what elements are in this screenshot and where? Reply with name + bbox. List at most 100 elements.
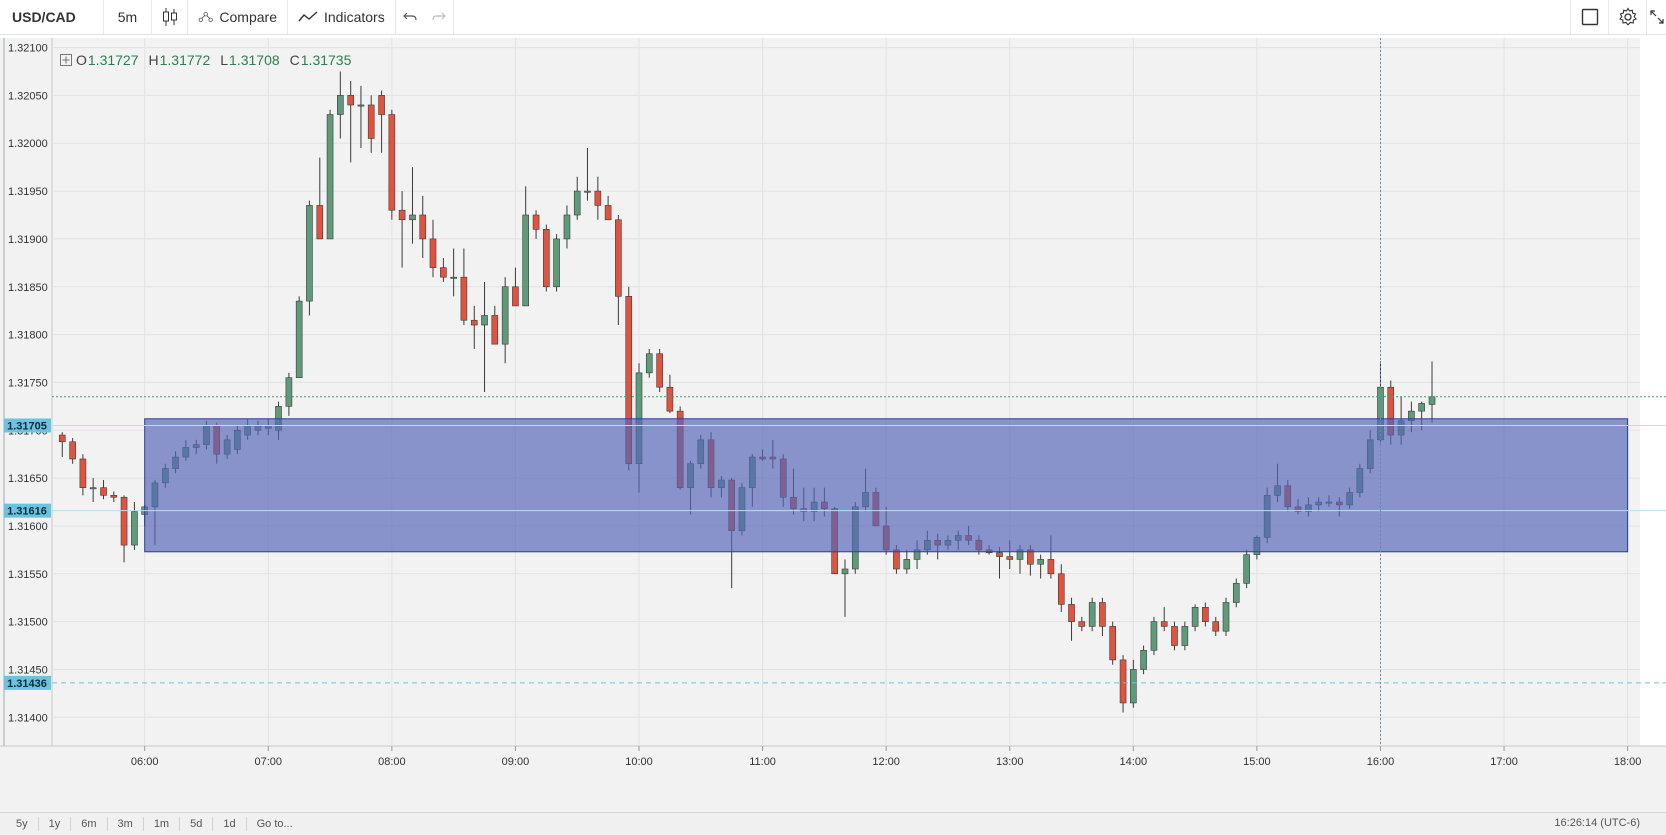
- candle[interactable]: [645, 348, 653, 378]
- candle[interactable]: [398, 191, 406, 268]
- range-button-1m[interactable]: 1m: [144, 817, 181, 831]
- candle[interactable]: [1160, 607, 1168, 632]
- candle-body-up: [1140, 650, 1147, 670]
- candle[interactable]: [903, 549, 911, 574]
- candle[interactable]: [429, 219, 437, 278]
- candle-body-down: [388, 114, 396, 211]
- candle[interactable]: [460, 248, 468, 326]
- candle[interactable]: [501, 277, 509, 364]
- interval-selector[interactable]: 5m: [104, 0, 152, 34]
- candle[interactable]: [553, 234, 560, 292]
- candle[interactable]: [285, 372, 293, 416]
- candle[interactable]: [1068, 597, 1075, 641]
- candle[interactable]: [388, 109, 396, 220]
- candle[interactable]: [1088, 597, 1096, 632]
- candle[interactable]: [347, 81, 354, 163]
- candle[interactable]: [58, 432, 66, 458]
- candle[interactable]: [367, 95, 375, 153]
- candle[interactable]: [481, 281, 488, 392]
- candle[interactable]: [337, 71, 344, 139]
- candle[interactable]: [450, 248, 457, 297]
- range-button-1d[interactable]: 1d: [213, 817, 247, 831]
- price-chart[interactable]: 1.32100 1.32050 1.32000 1.31950 1.31900 1.318…: [0, 38, 1666, 812]
- candle[interactable]: [1140, 645, 1147, 675]
- undo-icon: [403, 12, 417, 21]
- undo-button[interactable]: [396, 0, 424, 34]
- candle[interactable]: [69, 437, 76, 464]
- candle[interactable]: [532, 210, 540, 239]
- candle[interactable]: [1191, 604, 1199, 632]
- ohlc-legend: O1.31727 H1.31772 L1.31708 C1.31735: [60, 52, 361, 68]
- bottom-bar: 5y 1y 6m 3m 1m 5d 1d Go to... 16:26:14 (UTC-6): [0, 812, 1666, 835]
- candle-body-down: [1171, 626, 1178, 646]
- candle[interactable]: [841, 559, 849, 617]
- candle[interactable]: [1212, 616, 1220, 636]
- candle[interactable]: [306, 200, 313, 316]
- support-resistance-zone[interactable]: [144, 418, 1629, 553]
- candle[interactable]: [1222, 597, 1230, 636]
- candle[interactable]: [563, 205, 571, 249]
- range-button-5y[interactable]: 5y: [6, 817, 39, 831]
- candle[interactable]: [1037, 554, 1044, 579]
- candle[interactable]: [1057, 564, 1065, 613]
- candle[interactable]: [1109, 621, 1116, 665]
- goto-button[interactable]: Go to...: [256, 818, 293, 830]
- candle[interactable]: [1099, 597, 1106, 636]
- plus-box-icon[interactable]: [60, 54, 72, 66]
- range-button-1y[interactable]: 1y: [39, 817, 72, 831]
- candle[interactable]: [604, 195, 612, 221]
- candle[interactable]: [512, 267, 519, 307]
- candle[interactable]: [316, 157, 324, 240]
- redo-button[interactable]: [424, 0, 454, 34]
- candle[interactable]: [440, 258, 447, 282]
- candle[interactable]: [615, 215, 622, 326]
- candle[interactable]: [100, 480, 107, 500]
- candle-body-down: [1212, 621, 1220, 632]
- candle[interactable]: [295, 296, 303, 378]
- candle[interactable]: [120, 495, 128, 563]
- candle[interactable]: [326, 109, 334, 240]
- candle[interactable]: [357, 85, 365, 149]
- candle[interactable]: [584, 148, 591, 201]
- candle[interactable]: [110, 491, 118, 503]
- candle[interactable]: [573, 176, 581, 220]
- chart-area[interactable]: 1.32100 1.32050 1.32000 1.31950 1.31900 1.318…: [0, 38, 1666, 812]
- candle[interactable]: [656, 348, 663, 392]
- x-tick-label: 18:00: [1614, 756, 1642, 768]
- candle-body-up: [326, 114, 334, 240]
- range-button-5d[interactable]: 5d: [180, 817, 214, 831]
- compare-button[interactable]: Compare: [188, 0, 288, 34]
- expand-icon: [1650, 10, 1664, 24]
- candle[interactable]: [1150, 616, 1158, 656]
- candle[interactable]: [1181, 621, 1189, 651]
- candle[interactable]: [131, 502, 138, 550]
- symbol-search[interactable]: USD/CAD: [0, 0, 104, 34]
- indicators-button[interactable]: Indicators: [288, 0, 396, 34]
- candle[interactable]: [543, 224, 550, 292]
- candle[interactable]: [1171, 621, 1178, 651]
- candle[interactable]: [1130, 659, 1137, 708]
- fullscreen-toggle[interactable]: [1570, 0, 1609, 34]
- candle[interactable]: [79, 454, 87, 496]
- price-tag-label: 1.31616: [7, 506, 47, 518]
- range-button-6m[interactable]: 6m: [71, 817, 108, 831]
- candle[interactable]: [470, 305, 478, 349]
- candle[interactable]: [594, 176, 602, 220]
- candle[interactable]: [89, 478, 97, 503]
- candle[interactable]: [1119, 655, 1127, 713]
- chart-style-button[interactable]: [152, 0, 188, 34]
- candle-body-up: [1232, 583, 1240, 603]
- candle[interactable]: [1078, 616, 1086, 632]
- range-button-3m[interactable]: 3m: [108, 817, 144, 831]
- candle[interactable]: [1243, 549, 1250, 589]
- expand-button[interactable]: [1646, 0, 1666, 34]
- candle[interactable]: [378, 90, 385, 153]
- candle[interactable]: [522, 186, 529, 307]
- candle[interactable]: [409, 167, 416, 244]
- candle[interactable]: [666, 374, 674, 414]
- settings-button[interactable]: [1608, 0, 1647, 34]
- candle[interactable]: [491, 305, 499, 345]
- candle[interactable]: [1232, 578, 1240, 608]
- candle[interactable]: [1202, 602, 1209, 627]
- candle[interactable]: [419, 195, 427, 259]
